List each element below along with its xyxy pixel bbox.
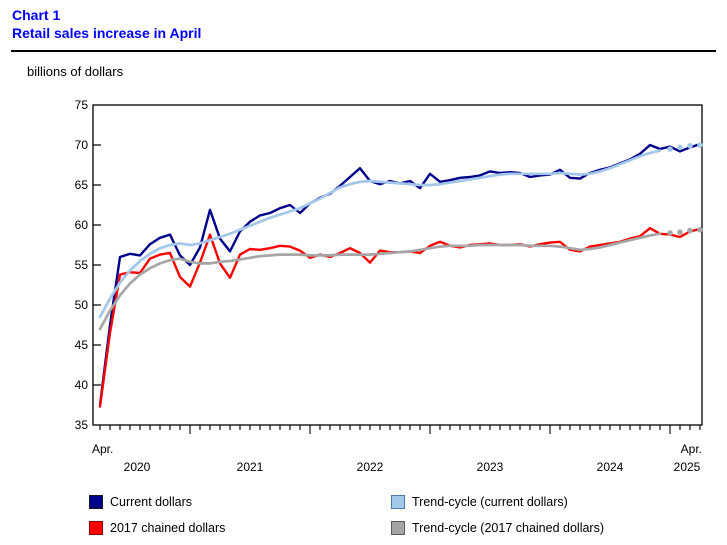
x-axis-start-label: Apr.: [92, 442, 114, 456]
legend-swatch-2017-chained-dollars-icon: [89, 521, 103, 535]
series-dot-2: [687, 143, 693, 149]
legend-swatch-trend-cycle-chained-icon: [391, 521, 405, 535]
y-tick-label: 75: [74, 98, 88, 112]
legend-label: Trend-cycle (current dollars): [412, 495, 568, 509]
y-tick-label: 40: [74, 378, 88, 392]
y-tick-label: 45: [74, 338, 88, 352]
x-year-label: 2024: [596, 460, 624, 474]
legend-item-current-dollars: Current dollars: [89, 495, 192, 509]
x-year-label: 2021: [236, 460, 264, 474]
y-tick-label: 65: [74, 178, 88, 192]
legend-label: Current dollars: [110, 495, 192, 509]
series-line-2: [98, 149, 662, 319]
y-axis-unit-label: billions of dollars: [27, 64, 124, 79]
chart-number: Chart 1: [12, 7, 61, 23]
x-year-label: 2025: [673, 460, 701, 474]
legend-swatch-trend-cycle-current-icon: [391, 495, 405, 509]
x-year-label: 2020: [123, 460, 151, 474]
series-dot-2: [697, 142, 703, 148]
y-tick-label: 50: [74, 298, 88, 312]
title-rule: [11, 50, 716, 52]
legend-item-2017-chained-dollars: 2017 chained dollars: [89, 521, 225, 535]
series-dot-2: [667, 146, 673, 152]
y-tick-label: 35: [74, 418, 88, 432]
x-year-label: 2022: [356, 460, 384, 474]
y-tick-label: 70: [74, 138, 88, 152]
legend-label: 2017 chained dollars: [110, 521, 226, 535]
series-dot-3: [667, 230, 673, 236]
x-year-label: 2023: [476, 460, 504, 474]
series-dot-3: [677, 229, 683, 235]
legend-item-trend-cycle-current: Trend-cycle (current dollars): [391, 495, 568, 509]
x-axis-end-label: Apr.: [680, 442, 702, 456]
legend-item-trend-cycle-chained: Trend-cycle (2017 chained dollars): [391, 521, 604, 535]
y-tick-label: 60: [74, 218, 88, 232]
y-tick-label: 55: [74, 258, 88, 272]
plot-border: [92, 104, 703, 426]
series-line-1: [98, 227, 702, 408]
series-dot-2: [677, 144, 683, 151]
legend-swatch-current-dollars-icon: [89, 495, 103, 509]
series-dot-3: [687, 227, 693, 234]
page-title: Retail sales increase in April: [12, 25, 202, 41]
series-dot-3: [697, 227, 703, 233]
legend-label: Trend-cycle (2017 chained dollars): [412, 521, 604, 535]
series-line-3: [98, 232, 662, 331]
